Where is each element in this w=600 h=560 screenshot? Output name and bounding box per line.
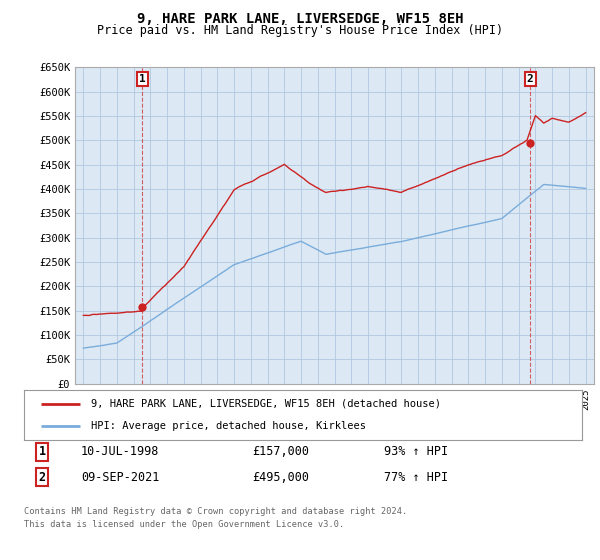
Text: 9, HARE PARK LANE, LIVERSEDGE, WF15 8EH (detached house): 9, HARE PARK LANE, LIVERSEDGE, WF15 8EH … xyxy=(91,399,441,409)
Text: £157,000: £157,000 xyxy=(252,445,309,459)
Text: Price paid vs. HM Land Registry's House Price Index (HPI): Price paid vs. HM Land Registry's House … xyxy=(97,24,503,37)
Text: 10-JUL-1998: 10-JUL-1998 xyxy=(81,445,160,459)
Text: 9, HARE PARK LANE, LIVERSEDGE, WF15 8EH: 9, HARE PARK LANE, LIVERSEDGE, WF15 8EH xyxy=(137,12,463,26)
Text: 2: 2 xyxy=(38,470,46,484)
Text: 2: 2 xyxy=(527,73,533,83)
Text: Contains HM Land Registry data © Crown copyright and database right 2024.: Contains HM Land Registry data © Crown c… xyxy=(24,507,407,516)
Text: £495,000: £495,000 xyxy=(252,470,309,484)
Text: 93% ↑ HPI: 93% ↑ HPI xyxy=(384,445,448,459)
Text: 09-SEP-2021: 09-SEP-2021 xyxy=(81,470,160,484)
Text: HPI: Average price, detached house, Kirklees: HPI: Average price, detached house, Kirk… xyxy=(91,421,366,431)
Text: 1: 1 xyxy=(139,73,146,83)
Text: This data is licensed under the Open Government Licence v3.0.: This data is licensed under the Open Gov… xyxy=(24,520,344,529)
Text: 77% ↑ HPI: 77% ↑ HPI xyxy=(384,470,448,484)
Text: 1: 1 xyxy=(38,445,46,459)
